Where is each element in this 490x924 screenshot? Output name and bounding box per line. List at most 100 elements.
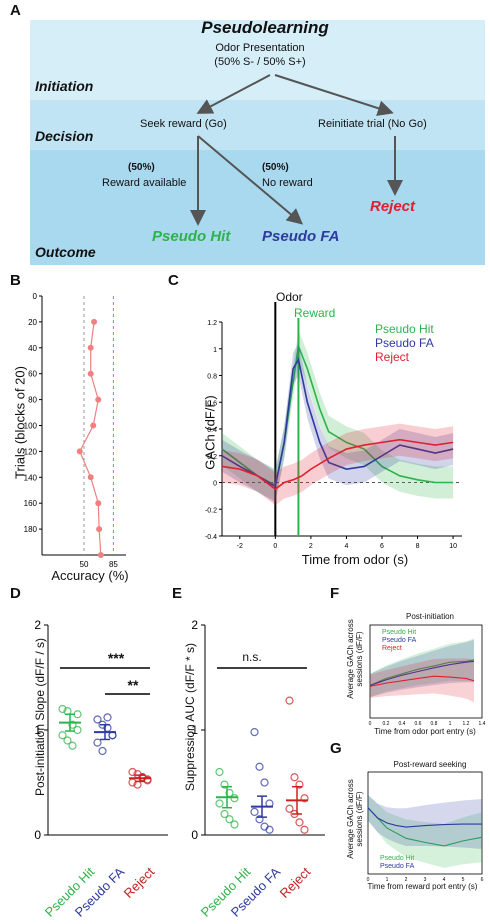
stage-decision: Decision	[35, 128, 94, 144]
reinitiate-label: Reinitiate trial (No Go)	[318, 118, 427, 130]
panel-e-point	[220, 809, 229, 819]
panel-b-y-tick-label: 20	[28, 318, 37, 327]
panel-c-band-0	[222, 330, 454, 502]
panel-d-point	[103, 713, 112, 722]
panel-f-title: Post-initiation	[405, 612, 455, 621]
outcome-pseudo-hit: Pseudo Hit	[152, 228, 231, 245]
panel-c-x-tick-label: 6	[380, 543, 384, 550]
no-reward-label: No reward	[262, 177, 313, 189]
panel-e-point	[220, 780, 229, 789]
outcome-pseudo-fa: Pseudo FA	[262, 228, 340, 245]
flow-band-initiation	[30, 20, 485, 100]
panel-d-y-tick-label: 2	[34, 618, 41, 632]
panel-f-x-tick-label: 1.4	[479, 721, 486, 727]
panel-b-xlabel: Accuracy (%)	[51, 568, 129, 583]
panel-e-point	[290, 773, 299, 782]
panel-b-x-tick-label: 50	[80, 560, 89, 569]
panel-f-label: F	[330, 585, 340, 602]
panel-f-xlabel: Time from odor port entry (s)	[374, 727, 476, 736]
panel-b-y-tick-label: 140	[24, 473, 38, 482]
panel-f-band-2	[370, 658, 474, 703]
panel-e-point	[295, 780, 304, 789]
panel-f-x-tick-label: 0	[369, 721, 372, 727]
panel-g-x-tick-label: 5	[462, 877, 465, 883]
panel-c-line-1	[221, 357, 454, 488]
panel-b-y-tick-label: 0	[33, 292, 38, 301]
panel-f-legend-hit: Pseudo Hit	[382, 629, 417, 636]
panel-c-reward-label: Reward	[294, 306, 336, 320]
panel-c-y-tick-label: -0.4	[205, 534, 217, 541]
panel-g-x-tick-label: 1	[386, 877, 389, 883]
panel-c-legend-fa: Pseudo FA	[375, 336, 434, 350]
panel-f-legend-fa: Pseudo FA	[382, 637, 417, 644]
panel-c-x-tick-label: 2	[309, 543, 313, 550]
pct-left-label: (50%)	[128, 162, 155, 173]
panel-d-point	[98, 746, 107, 756]
panel-d-point	[143, 776, 152, 785]
panel-e-point	[295, 818, 304, 827]
panel-c-x-tick-label: 4	[344, 543, 348, 550]
panel-d-point	[73, 710, 82, 719]
panel-c-y-tick-label: -0.2	[205, 507, 217, 514]
panel-b-point	[87, 344, 94, 351]
panel-d-y-tick-label: 0	[34, 828, 41, 842]
panel-e-point	[230, 820, 239, 829]
panel-e-point	[250, 807, 259, 817]
flow-band-decision	[30, 100, 485, 150]
panel-g-label: G	[330, 740, 342, 757]
panel-e-y-tick-label: 0	[191, 828, 198, 842]
panel-d-point	[93, 715, 102, 724]
panel-g-frame	[367, 771, 483, 875]
panel-e-point	[215, 799, 224, 808]
panel-c-y-tick-label: 0.2	[207, 454, 217, 461]
panel-g-title: Post-reward seeking	[393, 760, 467, 769]
panel-e-point	[250, 727, 259, 737]
panel-e-point	[260, 778, 269, 787]
panel-d-point	[63, 736, 72, 745]
outcome-reject: Reject	[370, 198, 416, 215]
panel-b-point	[76, 448, 83, 455]
panel-f-x-tick-label: 1.2	[463, 721, 470, 727]
panel-g-x-tick-label: 2	[405, 877, 408, 883]
panel-c-x-tick-label: 8	[416, 543, 420, 550]
panel-e-point	[255, 762, 264, 771]
panel-e-point	[215, 767, 224, 777]
panel-b-y-tick-label: 60	[28, 370, 37, 379]
panel-f-legend-reject: Reject	[382, 645, 402, 652]
panel-f-x-tick-label: 0.2	[383, 721, 390, 727]
pct-right-label: (50%)	[262, 162, 289, 173]
flow-band-outcome	[30, 150, 485, 265]
panel-g-legend-hit: Pseudo Hit	[380, 855, 415, 862]
panel-c-legend-hit: Pseudo Hit	[375, 322, 434, 336]
panel-g-line-1	[367, 807, 482, 828]
panel-b-y-tick-label: 40	[28, 344, 37, 353]
panel-e-y-tick-label: 2	[191, 618, 198, 632]
panel-b-point	[87, 474, 94, 481]
arrow-to-fa	[197, 135, 304, 225]
panel-e-point	[285, 696, 294, 705]
odor-presentation-ratio: (50% S- / 50% S+)	[214, 56, 306, 68]
flow-arrows	[190, 74, 403, 226]
panel-f-x-tick-label: 0.4	[399, 721, 406, 727]
panel-g-x-tick-label: 0	[367, 877, 370, 883]
panel-c-legend-reject: Reject	[375, 350, 410, 364]
panel-b-point	[90, 422, 97, 429]
panel-g-band-0	[368, 794, 482, 868]
panel-e-point	[285, 804, 294, 813]
panel-f-x-tick-label: 0.6	[415, 721, 422, 727]
panel-g-x-tick-label: 4	[443, 877, 446, 883]
panel-e-point	[255, 815, 264, 824]
panel-f-line-1	[369, 660, 475, 686]
panel-d-point	[68, 720, 77, 729]
panel-g-xlabel: Time from reward port entry (s)	[367, 882, 478, 891]
panel-e-point	[300, 825, 309, 834]
panel-b-point	[87, 370, 94, 377]
panel-b-line	[79, 321, 102, 556]
panel-e-y-tick-label: 1	[191, 723, 198, 737]
panel-c-odor-label: Odor	[276, 290, 303, 304]
panel-c-line-2	[221, 438, 454, 491]
panel-e-point	[225, 815, 234, 824]
panel-g-x-tick-label: 6	[481, 877, 484, 883]
panel-c-x-tick-label: 0	[273, 543, 277, 550]
panel-c-x-tick-label: -2	[237, 543, 243, 550]
